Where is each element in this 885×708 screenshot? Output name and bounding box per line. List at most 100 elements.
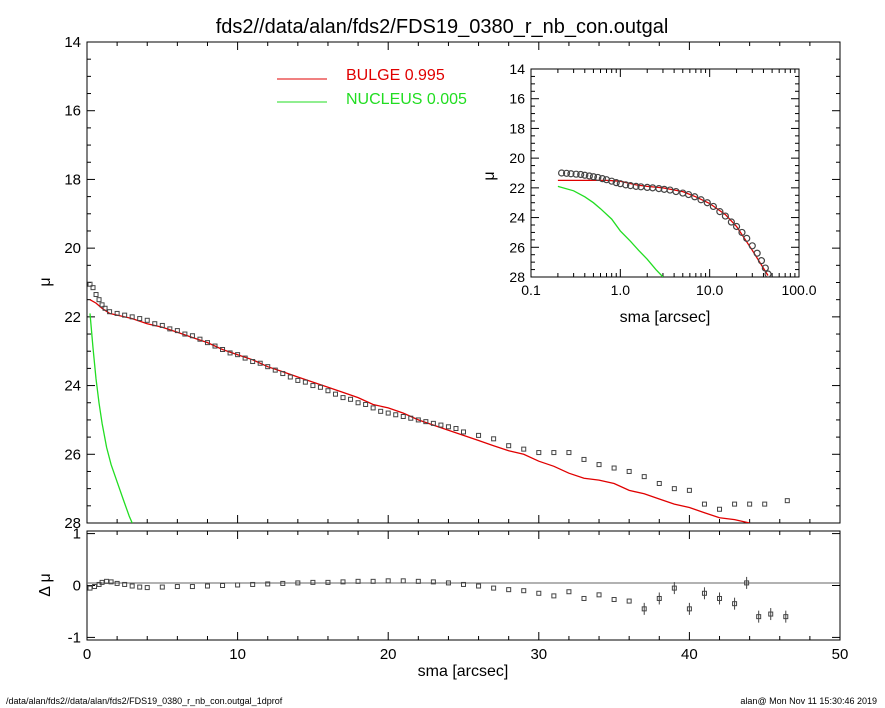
residual-data-point (415, 578, 421, 584)
main-data-point (129, 314, 135, 320)
inset-data-point (738, 228, 746, 237)
main-data-point (265, 364, 271, 370)
main-data-point (476, 432, 482, 438)
main-ytick-label: 24 (64, 378, 81, 395)
residual-data-point (137, 584, 143, 590)
residual-xtick-label: 50 (832, 646, 849, 663)
residual-data-point (491, 585, 497, 591)
residual-data-point (400, 578, 406, 584)
main-data-point (423, 419, 429, 425)
main-data-point (102, 305, 108, 311)
main-data-point (220, 346, 226, 352)
main-profile-panel: 14 16 18 20 22 24 26 28 μ BULGE 0.995 NUCLEUS 0… (37, 34, 841, 532)
main-data-point (686, 487, 692, 493)
inset-xtick-label: 1.0 (611, 282, 631, 298)
inset-data-point (632, 182, 640, 190)
inset-ytick-label: 22 (509, 180, 525, 196)
main-data-point (701, 501, 707, 507)
main-data-point (611, 465, 617, 471)
inset-xtick-label: 0.1 (521, 282, 541, 298)
main-data-point (762, 501, 768, 507)
main-data-point (393, 412, 399, 418)
residual-data-point (250, 581, 256, 587)
residual-xtick-label: 20 (380, 646, 397, 663)
inset-data-point (753, 249, 761, 257)
main-data-point (747, 501, 753, 507)
inset-data-point (622, 181, 630, 189)
residual-ytick-label: 0 (73, 578, 81, 595)
legend: BULGE 0.995 NUCLEUS 0.005 (277, 67, 467, 108)
inset-xtick-label: 10.0 (696, 282, 723, 298)
main-data-point (93, 292, 99, 298)
main-data-point (250, 359, 256, 365)
inset-log-panel: 14 16 18 20 22 24 26 280.1 1.0 10.0 100.0 μ sma [a… (475, 61, 817, 326)
inset-data-point (562, 169, 571, 177)
inset-data-point (703, 199, 711, 207)
inset-ytick-label: 24 (509, 210, 525, 226)
inset-data-point (589, 173, 598, 181)
inset-y-axis-label: μ (481, 171, 498, 180)
residual-data-point (122, 581, 128, 587)
main-data-point (445, 424, 451, 430)
residual-data-point (340, 579, 346, 585)
main-data-point (87, 281, 93, 287)
main-data-point (408, 415, 414, 421)
inset-ytick-label: 20 (509, 150, 525, 166)
main-data-point (90, 285, 96, 291)
chart-title: fds2//data/alan/fds2/FDS19_0380_r_nb_con… (216, 16, 669, 38)
main-data-point (182, 331, 188, 337)
inset-ytick-label: 26 (509, 239, 525, 255)
main-data-point (641, 474, 647, 480)
residual-data-point (566, 589, 572, 595)
inset-ytick-label: 14 (509, 61, 525, 77)
residual-data-point (445, 580, 451, 586)
main-data-point (280, 371, 286, 377)
residual-data-point (521, 588, 527, 594)
main-data-point (461, 429, 466, 435)
main-bulge-line (89, 299, 750, 523)
main-data-point (506, 443, 512, 449)
residual-data-point (551, 593, 557, 599)
inset-data-point (709, 202, 717, 211)
residual-data-point (104, 578, 110, 584)
main-data-point (566, 450, 572, 456)
main-data-point (332, 391, 338, 397)
residual-data-point (295, 580, 301, 586)
main-data-point (107, 309, 113, 315)
main-ytick-label: 14 (64, 34, 81, 51)
footer-user-timestamp: alan@ Mon Nov 11 15:30:46 2019 (740, 696, 877, 706)
main-data-point (152, 321, 158, 327)
inset-data-point (764, 270, 772, 277)
main-data-point (400, 413, 406, 419)
main-data-point (521, 446, 527, 452)
residual-xtick-label: 0 (83, 646, 91, 663)
inset-data-point (594, 173, 602, 182)
main-data-point (204, 340, 210, 346)
main-ytick-label: 22 (64, 309, 81, 326)
residual-data-point (235, 582, 241, 588)
residual-data-point (626, 598, 632, 604)
residual-data-point (108, 579, 114, 585)
inset-data-point (598, 175, 607, 183)
residual-data-point (129, 583, 135, 589)
residual-data-point (265, 581, 271, 587)
main-data-point (317, 384, 323, 390)
main-data-point (96, 297, 102, 303)
main-data-point (717, 506, 723, 512)
residual-xtick-label: 30 (530, 646, 547, 663)
main-ytick-label: 28 (64, 515, 81, 532)
main-data-point (551, 450, 557, 456)
main-data-point (159, 322, 165, 328)
main-data-point (167, 326, 173, 332)
residual-data-point (174, 584, 180, 590)
inset-data-point (577, 170, 585, 179)
inset-data-point (732, 222, 741, 231)
inset-data-point (721, 212, 729, 220)
main-data-point (235, 352, 241, 358)
residual-xtick-label: 40 (681, 646, 698, 663)
inset-data-point (757, 257, 766, 265)
inset-nucleus-line (557, 185, 664, 277)
main-data-point (325, 388, 331, 394)
main-ytick-label: 26 (64, 446, 81, 463)
